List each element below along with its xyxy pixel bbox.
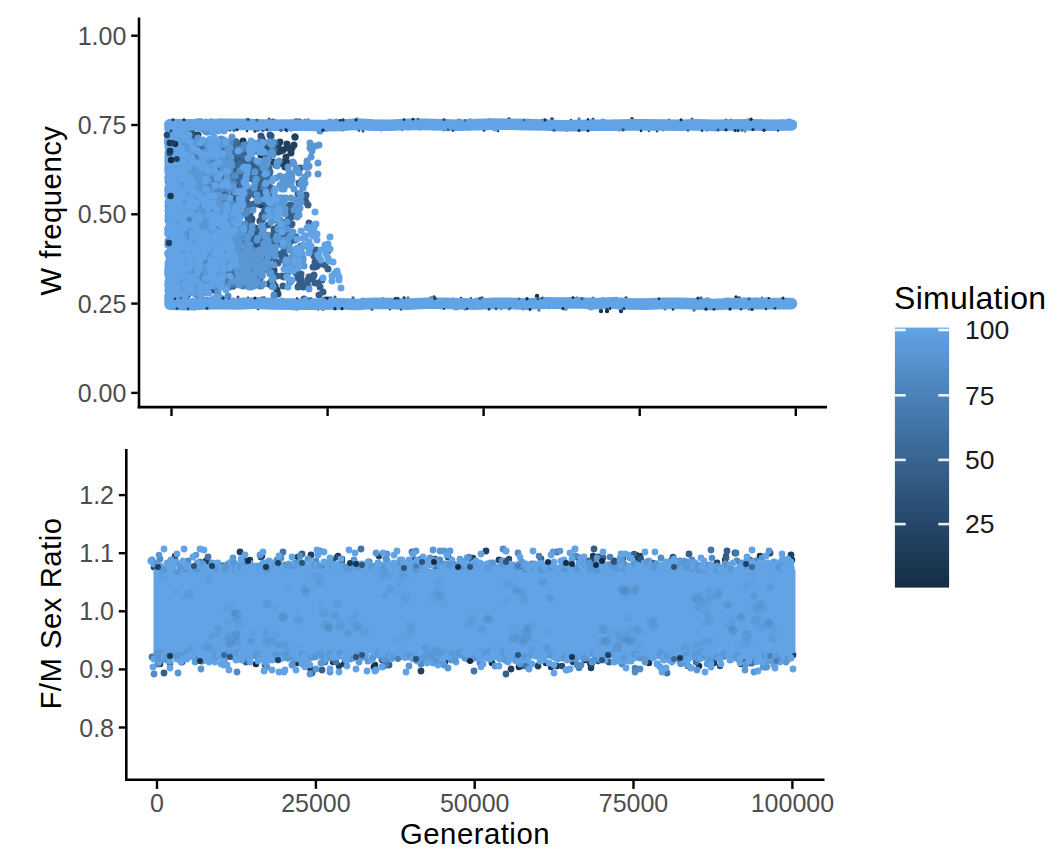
svg-text:0.8: 0.8 [79,714,114,742]
svg-text:100: 100 [965,315,1009,345]
svg-text:0: 0 [150,789,164,817]
svg-text:1.1: 1.1 [79,539,114,567]
svg-text:1.0: 1.0 [79,597,114,625]
svg-text:0.50: 0.50 [78,200,127,228]
svg-text:50000: 50000 [440,789,510,817]
svg-text:75: 75 [965,381,994,411]
svg-text:0.25: 0.25 [78,290,127,318]
svg-text:0.75: 0.75 [78,111,127,139]
svg-text:0.9: 0.9 [79,655,114,683]
svg-text:F/M Sex Ratio: F/M Sex Ratio [34,517,67,709]
svg-text:Simulation: Simulation [894,280,1046,316]
svg-text:100000: 100000 [751,789,834,817]
svg-text:1.00: 1.00 [78,22,127,50]
svg-text:1.2: 1.2 [79,481,114,509]
svg-text:W frequency: W frequency [34,126,67,296]
svg-text:50: 50 [965,445,994,475]
svg-text:25000: 25000 [281,789,351,817]
svg-text:Generation: Generation [400,817,550,850]
svg-text:75000: 75000 [599,789,669,817]
svg-text:25: 25 [965,509,994,539]
svg-text:0.00: 0.00 [78,379,127,407]
